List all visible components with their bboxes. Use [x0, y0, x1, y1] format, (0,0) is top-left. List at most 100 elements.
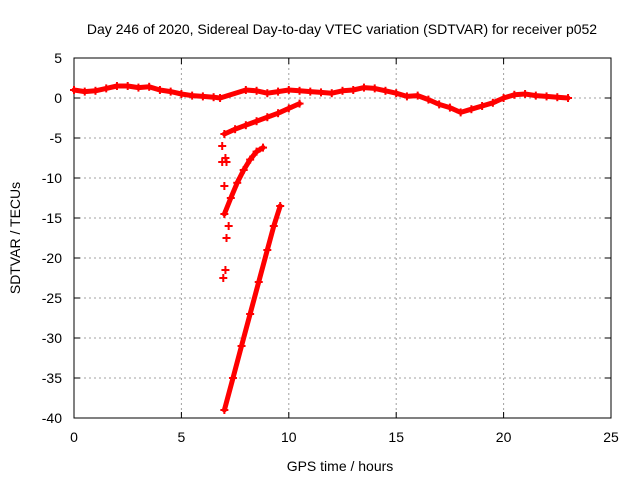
data-point — [338, 86, 347, 95]
y-tick-label: 0 — [54, 90, 62, 106]
y-tick-label: -30 — [42, 330, 62, 346]
data-point — [228, 374, 237, 382]
data-point — [284, 104, 293, 113]
data-point — [424, 95, 433, 104]
x-tick-label: 25 — [603, 429, 619, 445]
data-point — [263, 113, 272, 122]
data-point — [239, 166, 248, 174]
data-point — [269, 222, 278, 230]
x-axis-label: GPS time / hours — [287, 458, 394, 474]
y-tick-label: -25 — [42, 290, 62, 306]
data-point — [155, 86, 164, 94]
x-tick-label: 5 — [178, 429, 186, 445]
data-point — [252, 117, 261, 126]
data-point — [259, 143, 268, 152]
y-tick-label: -20 — [42, 250, 62, 266]
data-point — [102, 84, 111, 93]
data-point — [542, 92, 551, 101]
data-point — [445, 103, 454, 112]
data-point — [263, 246, 272, 254]
data-point — [224, 222, 233, 230]
data-point — [252, 86, 261, 95]
data-point — [370, 84, 379, 93]
data-point — [241, 86, 250, 94]
data-point — [134, 83, 143, 92]
x-tick-label: 0 — [70, 429, 78, 445]
data-point — [233, 178, 242, 187]
y-axis-label: SDTVAR / TECUs — [7, 182, 23, 294]
data-point — [198, 92, 207, 101]
data-point — [220, 182, 229, 190]
data-point — [274, 109, 283, 118]
data-point — [488, 98, 497, 107]
data-point — [381, 86, 390, 95]
data-point — [254, 278, 263, 286]
data-point — [216, 94, 225, 102]
plot-frame — [73, 57, 612, 419]
data-point — [220, 130, 229, 138]
data-point — [166, 87, 175, 96]
data-point — [221, 154, 230, 162]
data-point — [70, 86, 78, 94]
data-point — [564, 94, 573, 102]
axis-ticks: 0 5 10 15 20 25 5 0 -5 -10 -15 -20 -25 -30 -35 -40 — [42, 50, 619, 445]
data-point — [276, 202, 285, 210]
grid — [74, 58, 611, 418]
data-point — [359, 83, 368, 92]
data-point — [274, 87, 283, 96]
data-point — [531, 91, 540, 100]
data-point — [435, 100, 444, 109]
data-point — [220, 210, 229, 218]
data-point — [220, 406, 229, 414]
data-point — [392, 89, 401, 98]
data-point — [80, 87, 89, 96]
data-point — [221, 266, 230, 274]
series-track-c — [221, 203, 283, 413]
data-point — [295, 86, 304, 95]
data-point — [177, 90, 186, 98]
data-point — [284, 86, 293, 94]
y-tick-label: -10 — [42, 170, 62, 186]
data-point — [295, 99, 304, 108]
data-point — [226, 194, 235, 202]
data-point — [499, 94, 508, 102]
data-point — [112, 82, 121, 90]
data-point — [263, 89, 272, 98]
data-point — [317, 88, 326, 97]
y-tick-label: -35 — [42, 370, 62, 386]
y-tick-label: 5 — [54, 50, 62, 66]
data-point — [413, 91, 422, 100]
data-point — [306, 87, 315, 96]
data-point — [510, 90, 519, 99]
x-tick-label: 10 — [281, 429, 297, 445]
data-point — [456, 108, 465, 117]
data-marks — [70, 82, 573, 414]
data-point — [478, 102, 487, 110]
data-point — [241, 121, 250, 130]
data-point — [521, 90, 530, 98]
data-point — [327, 89, 336, 98]
data-point — [123, 82, 132, 90]
data-point — [402, 92, 411, 101]
y-tick-label: -40 — [42, 410, 62, 426]
data-point — [91, 86, 100, 95]
series-main-trace — [71, 83, 571, 115]
series-track-b — [221, 145, 266, 217]
data-point — [222, 158, 231, 166]
data-point — [349, 86, 358, 94]
data-point — [237, 342, 246, 350]
data-point — [188, 91, 197, 100]
x-tick-label: 15 — [388, 429, 404, 445]
data-point — [219, 274, 228, 282]
data-point — [252, 147, 261, 156]
y-tick-label: -5 — [50, 130, 63, 146]
data-point — [222, 234, 231, 242]
data-point — [246, 310, 255, 318]
data-point — [553, 93, 562, 102]
data-point — [145, 82, 154, 91]
y-tick-label: -15 — [42, 210, 62, 226]
data-point — [231, 125, 240, 134]
data-point — [246, 155, 255, 164]
data-point — [467, 105, 476, 114]
